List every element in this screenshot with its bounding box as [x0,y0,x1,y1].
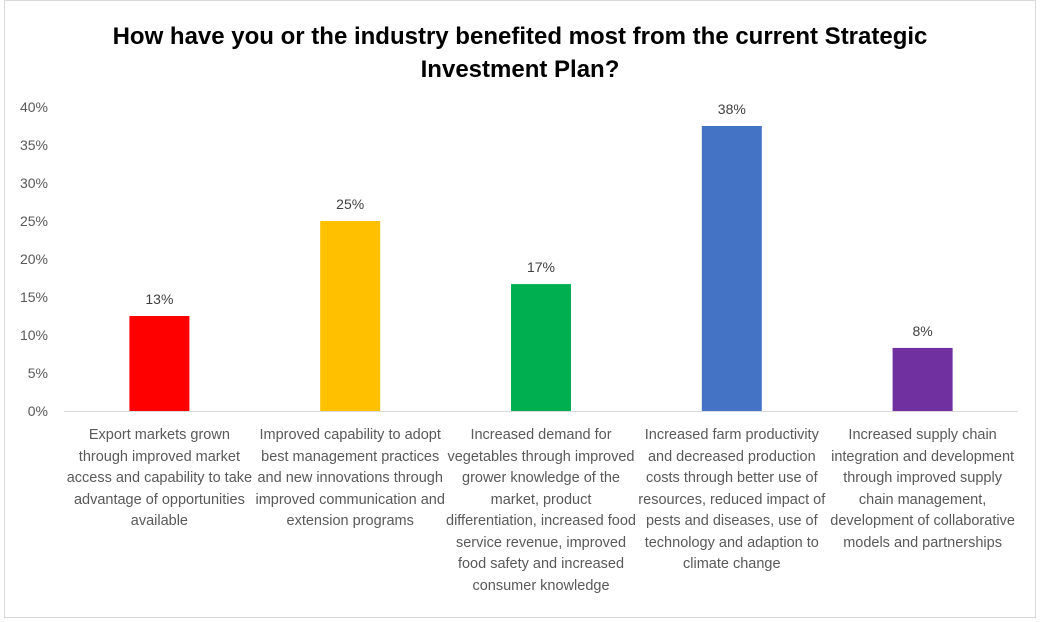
data-label: 38% [718,101,746,117]
y-tick-label: 5% [28,365,48,381]
bars [129,126,953,411]
bar [320,221,381,411]
x-tick-label: Increased demand for vegetables through … [446,427,636,594]
y-tick-label: 20% [20,251,48,267]
data-label: 8% [912,323,932,339]
data-label: 13% [145,291,173,307]
y-tick-label: 10% [20,327,48,343]
bar [892,347,953,411]
y-axis-ticks: 0% 5% 10% 15% 20% 25% 30% 35% 40% [20,99,48,419]
chart-frame [4,0,1036,618]
y-tick-label: 30% [20,175,48,191]
bar [701,126,762,411]
chart-title: How have you or the industry benefited m… [112,23,928,83]
data-labels: 13% 25% 17% 38% 8% [145,101,932,339]
x-tick-label: Increased supply chain integration and d… [830,427,1015,551]
y-tick-label: 40% [20,99,48,115]
data-label: 25% [336,196,364,212]
bar [511,284,571,411]
bar [129,316,190,411]
y-tick-label: 15% [20,289,48,305]
y-tick-label: 35% [20,137,48,153]
y-tick-label: 25% [20,213,48,229]
data-label: 17% [527,259,555,275]
x-tick-label: Increased farm productivity and decrease… [638,427,826,572]
x-tick-label: Export markets grown through improved ma… [66,427,253,529]
x-tick-label: Improved capability to adopt best manage… [255,427,445,529]
y-tick-label: 0% [28,403,48,419]
